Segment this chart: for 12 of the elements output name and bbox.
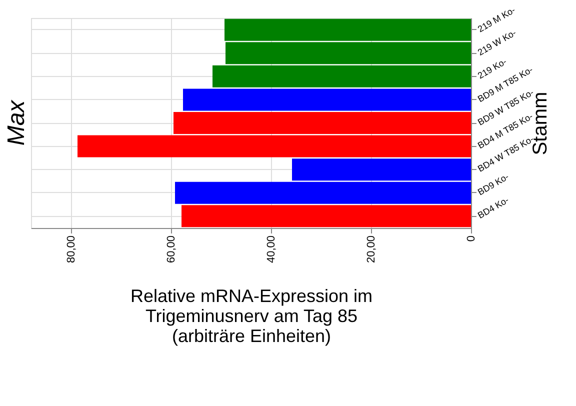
text: Max bbox=[3, 99, 30, 146]
x-axis-title: Relative mRNA-Expression im Trigeminusnerv am Tag 85 (arbiträre Einheiten) bbox=[130, 286, 373, 346]
x-tick-label: 80,00 bbox=[66, 236, 78, 264]
y-tick-label: 219 Ko- bbox=[476, 56, 508, 81]
x-tick-label: 20,00 bbox=[366, 236, 378, 264]
y-tick-label: BD4 Ko- bbox=[476, 194, 510, 220]
x-tick-label: 60,00 bbox=[166, 236, 178, 264]
y-tick-label: BD9 Ko- bbox=[476, 172, 510, 198]
bar bbox=[183, 88, 471, 111]
x-tick-label: 0 bbox=[466, 236, 478, 242]
x-tick-label: 40,00 bbox=[266, 236, 278, 264]
bar bbox=[182, 205, 471, 228]
